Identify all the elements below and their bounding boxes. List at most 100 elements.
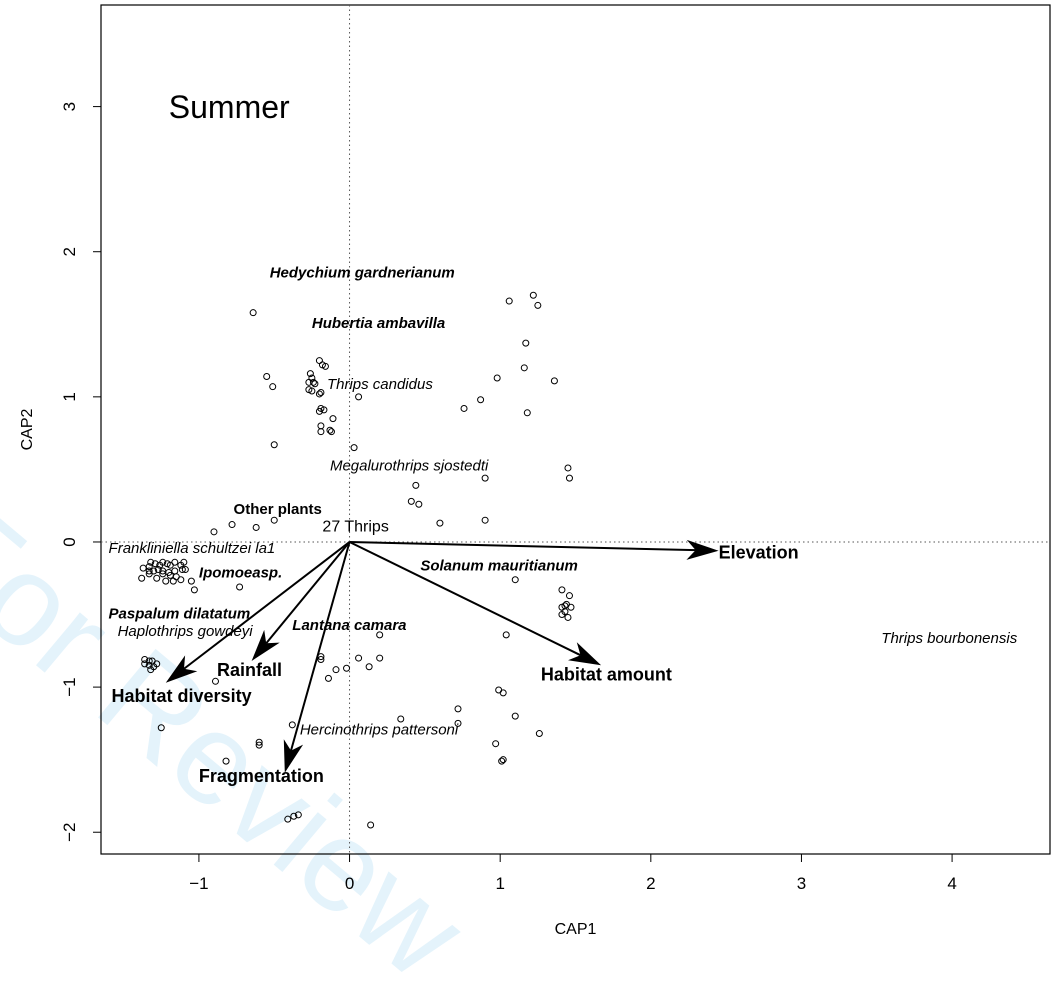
data-point: [355, 393, 363, 401]
data-point: [139, 564, 147, 572]
annotation-label: Rainfall: [217, 660, 282, 680]
data-point: [249, 309, 257, 317]
points: [138, 291, 575, 829]
data-point: [145, 567, 153, 575]
annotation-label: Megalurothrips sjostedti: [330, 457, 489, 474]
data-point: [255, 738, 263, 746]
y-tick-label: 1: [60, 392, 79, 401]
data-point: [320, 406, 328, 414]
data-point: [317, 428, 325, 436]
data-point: [460, 404, 468, 412]
arrow-shaft: [349, 540, 696, 552]
x-tick-label: 3: [797, 874, 806, 893]
annotation-label: Hedychium gardnerianum: [270, 264, 455, 281]
arrow-shaft: [183, 541, 351, 670]
data-point: [502, 631, 510, 639]
data-point: [169, 577, 177, 585]
data-point: [454, 705, 462, 713]
data-point: [157, 724, 165, 732]
data-point: [343, 664, 351, 672]
data-point: [407, 497, 415, 505]
data-point: [138, 574, 146, 582]
x-tick-label: 1: [495, 874, 504, 893]
annotation-label: 27 Thrips: [322, 519, 388, 536]
data-point: [153, 574, 161, 582]
data-point: [367, 821, 375, 829]
data-point: [178, 566, 186, 574]
data-point: [376, 654, 384, 662]
data-point: [529, 291, 537, 299]
data-point: [481, 474, 489, 482]
data-point: [535, 730, 543, 738]
data-point: [317, 422, 325, 430]
data-point: [145, 570, 153, 578]
y-tick-label: 0: [60, 537, 79, 546]
axes: −1 0 1 2 3 4 −2 −1 0 1 2 3 CAP1 CAP2: [19, 4, 1051, 938]
data-point: [324, 674, 332, 682]
data-point: [284, 815, 292, 823]
annotation-label: Ipomoeasp.: [199, 565, 282, 582]
x-axis-label: CAP1: [555, 921, 597, 938]
x-tick-label: 2: [646, 874, 655, 893]
annotation-label: Solanum mauritianum: [420, 557, 578, 574]
data-point: [493, 374, 501, 382]
data-point: [315, 390, 323, 398]
data-point: [211, 677, 219, 685]
annotation-label: Habitat amount: [541, 664, 672, 684]
annotation-label: Lantana camara: [292, 617, 406, 634]
data-point: [329, 415, 337, 423]
annotations: Summer Hedychium gardnerianum Hubertia amb…: [109, 89, 1018, 786]
data-point: [145, 563, 153, 571]
data-point: [511, 576, 519, 584]
data-point: [327, 428, 335, 436]
data-point: [511, 712, 519, 720]
data-point: [222, 757, 230, 765]
data-point: [187, 577, 195, 585]
data-point: [520, 364, 528, 372]
data-point: [505, 297, 513, 305]
data-point: [154, 566, 162, 574]
data-point: [255, 741, 263, 749]
data-point: [309, 378, 317, 386]
data-point: [498, 757, 506, 765]
arrow-head: [686, 539, 719, 560]
data-point: [151, 560, 159, 568]
arrow-head: [165, 655, 198, 683]
plot-frame: [100, 4, 1051, 855]
data-point: [294, 811, 302, 819]
data-point: [147, 558, 155, 566]
data-point: [252, 523, 260, 531]
data-point: [288, 721, 296, 729]
data-point: [477, 396, 485, 404]
data-point: [311, 380, 319, 388]
x-tick-label: −1: [189, 874, 208, 893]
y-axis-label: CAP2: [19, 409, 36, 451]
data-point: [492, 740, 500, 748]
data-point: [397, 715, 405, 723]
data-point: [567, 603, 575, 611]
cap-ordination-chart: −1 0 1 2 3 4 −2 −1 0 1 2 3 CAP1 CAP2 Summer Hedychium …: [19, 4, 1051, 938]
data-point: [236, 583, 244, 591]
data-point: [332, 666, 340, 674]
data-point: [350, 444, 358, 452]
chart-title: Summer: [169, 89, 290, 125]
y-tick-label: 3: [60, 102, 79, 111]
data-point: [228, 521, 236, 529]
data-point: [558, 586, 566, 594]
data-point: [523, 409, 531, 417]
annotation-label: Frankliniella schultzei la1: [109, 540, 276, 557]
data-point: [171, 558, 179, 566]
data-point: [308, 387, 316, 395]
x-tick-label: 0: [345, 874, 354, 893]
data-point: [564, 613, 572, 621]
data-point: [326, 426, 334, 434]
data-point: [210, 528, 218, 536]
data-point: [499, 689, 507, 697]
data-point: [147, 666, 155, 674]
arrow-head: [251, 629, 280, 661]
annotation-label: Hercinothrips pattersoni: [300, 721, 459, 738]
y-tick-label: 2: [60, 247, 79, 256]
data-point: [141, 656, 149, 664]
data-point: [315, 407, 323, 415]
reference-lines: [101, 5, 1050, 854]
